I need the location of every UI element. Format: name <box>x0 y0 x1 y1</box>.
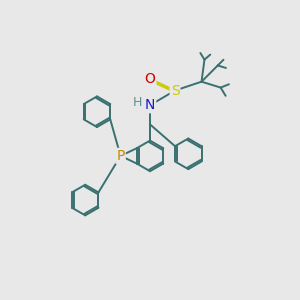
Text: O: O <box>145 72 155 86</box>
Text: N: N <box>145 98 155 112</box>
Text: S: S <box>171 83 179 98</box>
Text: P: P <box>116 149 125 163</box>
Text: H: H <box>133 96 142 110</box>
